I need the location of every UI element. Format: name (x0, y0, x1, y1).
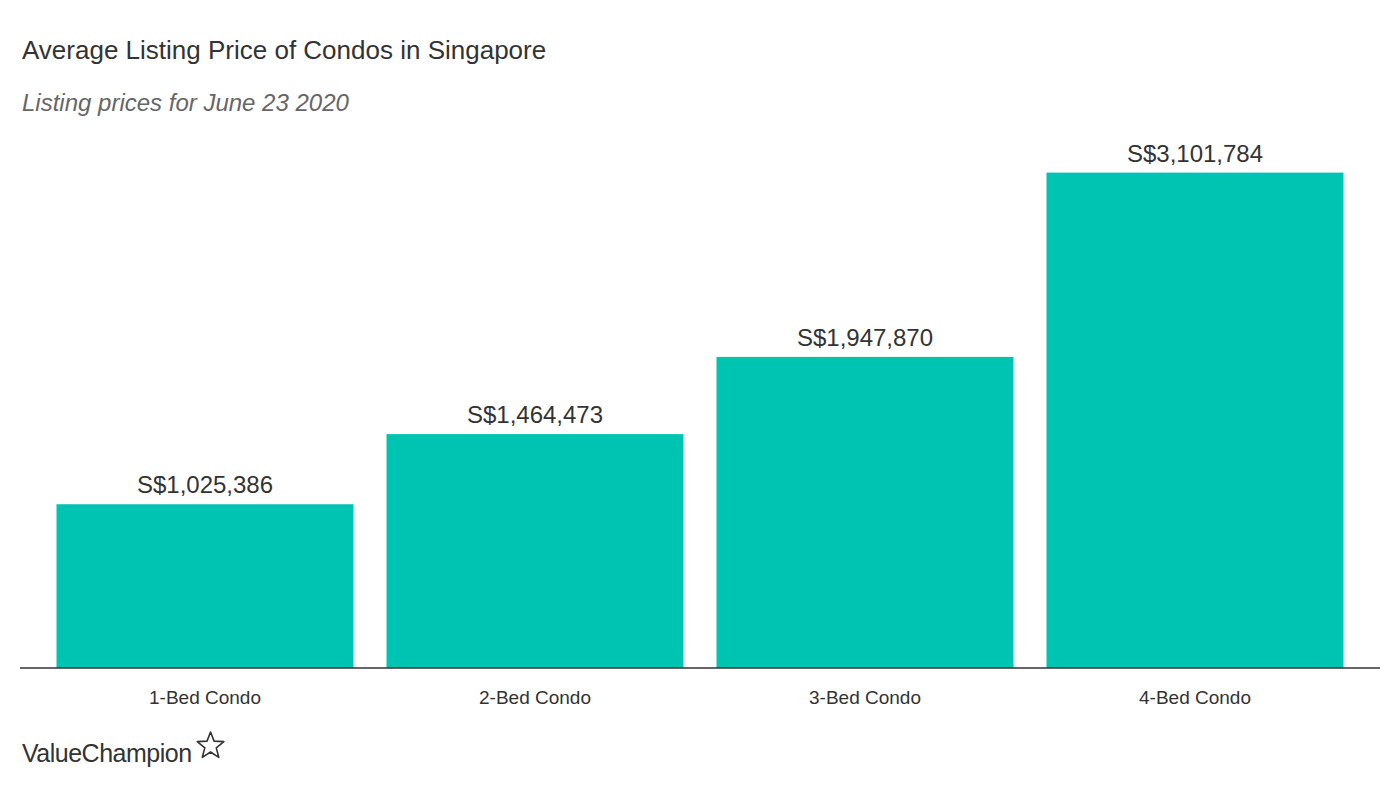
x-tick-label: 4-Bed Condo (1139, 687, 1251, 708)
x-axis-line (20, 667, 1380, 669)
title: Average Listing Price of Condos in Singa… (22, 35, 546, 65)
x-tick-label: 1-Bed Condo (149, 687, 261, 708)
data-label: S$1,464,473 (467, 401, 603, 428)
data-label: S$1,947,870 (797, 324, 933, 351)
data-label: S$1,025,386 (137, 471, 273, 498)
chart: Average Listing Price of Condos in Singa… (0, 0, 1400, 796)
bar (1047, 173, 1344, 668)
bar (57, 504, 354, 668)
bars (57, 173, 1344, 668)
brand: ValueChampion (22, 739, 192, 767)
brand-star (197, 732, 224, 757)
bar (717, 357, 1014, 668)
subtitle: Listing prices for June 23 2020 (22, 89, 350, 116)
bar (387, 434, 684, 668)
data-label: S$3,101,784 (1127, 140, 1263, 167)
x-tick-label: 2-Bed Condo (479, 687, 591, 708)
x-tick-label: 3-Bed Condo (809, 687, 921, 708)
